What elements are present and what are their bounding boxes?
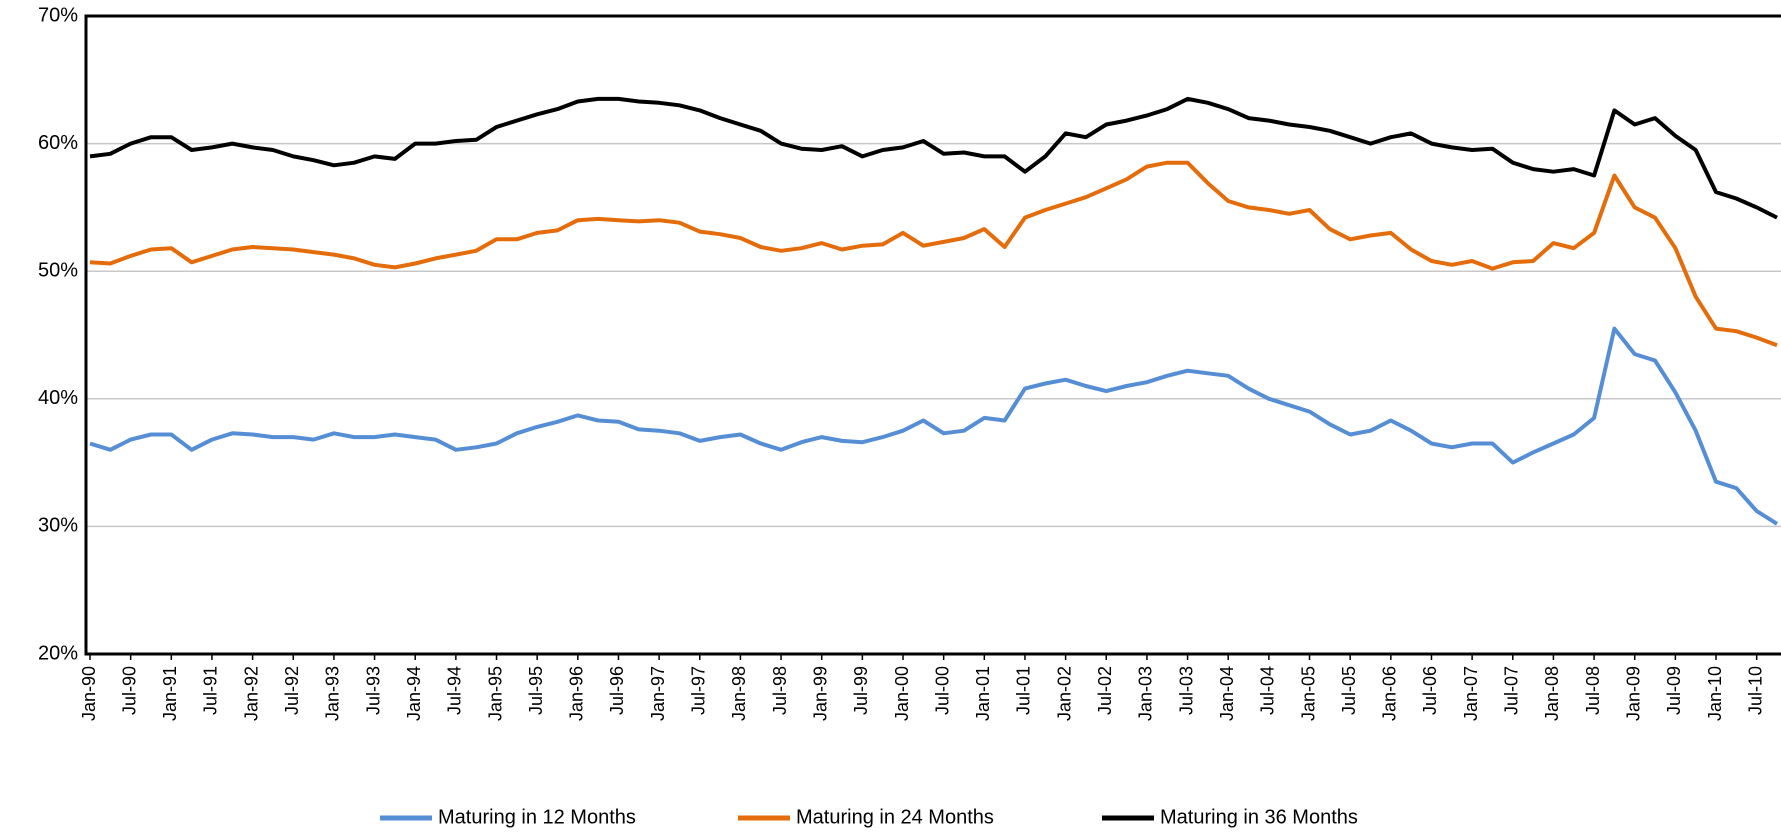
series-line bbox=[89, 160, 1778, 348]
x-tick-label: Jan-90 bbox=[79, 666, 99, 721]
x-tick-label: Jan-09 bbox=[1623, 666, 1643, 721]
x-tick-label: Jul-98 bbox=[770, 666, 790, 715]
x-tick-label: Jul-00 bbox=[932, 666, 952, 715]
x-tick-label: Jan-10 bbox=[1705, 666, 1725, 721]
x-tick-label: Jan-06 bbox=[1380, 666, 1400, 721]
x-tick-label: Jul-09 bbox=[1664, 666, 1684, 715]
x-tick-label: Jul-07 bbox=[1502, 666, 1522, 715]
x-tick-label: Jul-95 bbox=[526, 666, 546, 715]
x-tick-label: Jan-08 bbox=[1542, 666, 1562, 721]
x-tick-label: Jul-93 bbox=[363, 666, 383, 715]
x-tick-label: Jul-08 bbox=[1583, 666, 1603, 715]
x-tick-label: Jan-01 bbox=[973, 666, 993, 721]
x-tick-label: Jan-98 bbox=[729, 666, 749, 721]
x-tick-label: Jan-03 bbox=[1136, 666, 1156, 721]
x-tick-label: Jan-96 bbox=[567, 666, 587, 721]
legend-label: Maturing in 12 Months bbox=[438, 806, 636, 828]
x-tick-label: Jul-02 bbox=[1095, 666, 1115, 715]
y-tick-label: 30% bbox=[38, 515, 78, 537]
x-tick-label: Jul-03 bbox=[1176, 666, 1196, 715]
x-tick-label: Jan-93 bbox=[323, 666, 343, 721]
x-tick-label: Jul-91 bbox=[201, 666, 221, 715]
x-tick-label: Jan-97 bbox=[648, 666, 668, 721]
y-tick-label: 70% bbox=[38, 4, 78, 26]
x-tick-label: Jul-06 bbox=[1420, 666, 1440, 715]
x-tick-label: Jan-04 bbox=[1217, 666, 1237, 721]
x-tick-label: Jan-07 bbox=[1461, 666, 1481, 721]
y-tick-label: 40% bbox=[38, 387, 78, 409]
x-tick-label: Jul-99 bbox=[851, 666, 871, 715]
x-tick-label: Jul-92 bbox=[282, 666, 302, 715]
x-tick-label: Jul-10 bbox=[1745, 666, 1765, 715]
x-tick-label: Jul-05 bbox=[1339, 666, 1359, 715]
x-tick-label: Jan-94 bbox=[404, 666, 424, 721]
x-tick-label: Jul-01 bbox=[1014, 666, 1034, 715]
y-tick-label: 50% bbox=[38, 259, 78, 281]
x-tick-label: Jan-95 bbox=[485, 666, 505, 721]
x-tick-label: Jan-02 bbox=[1054, 666, 1074, 721]
series-line bbox=[89, 96, 1778, 220]
legend-label: Maturing in 24 Months bbox=[796, 806, 994, 828]
plot-frame bbox=[84, 14, 1781, 656]
x-tick-label: Jan-91 bbox=[160, 666, 180, 721]
x-tick-label: Jan-05 bbox=[1298, 666, 1318, 721]
y-tick-label: 20% bbox=[38, 642, 78, 664]
x-tick-label: Jan-00 bbox=[892, 666, 912, 721]
x-tick-label: Jan-99 bbox=[810, 666, 830, 721]
x-tick-label: Jul-04 bbox=[1258, 666, 1278, 715]
x-tick-label: Jul-94 bbox=[445, 666, 465, 715]
x-tick-label: Jul-96 bbox=[607, 666, 627, 715]
y-tick-label: 60% bbox=[38, 132, 78, 154]
x-tick-label: Jul-90 bbox=[119, 666, 139, 715]
x-tick-label: Jan-92 bbox=[241, 666, 261, 721]
series-line bbox=[89, 326, 1779, 526]
x-tick-label: Jul-97 bbox=[689, 666, 709, 715]
legend-label: Maturing in 36 Months bbox=[1160, 806, 1358, 828]
